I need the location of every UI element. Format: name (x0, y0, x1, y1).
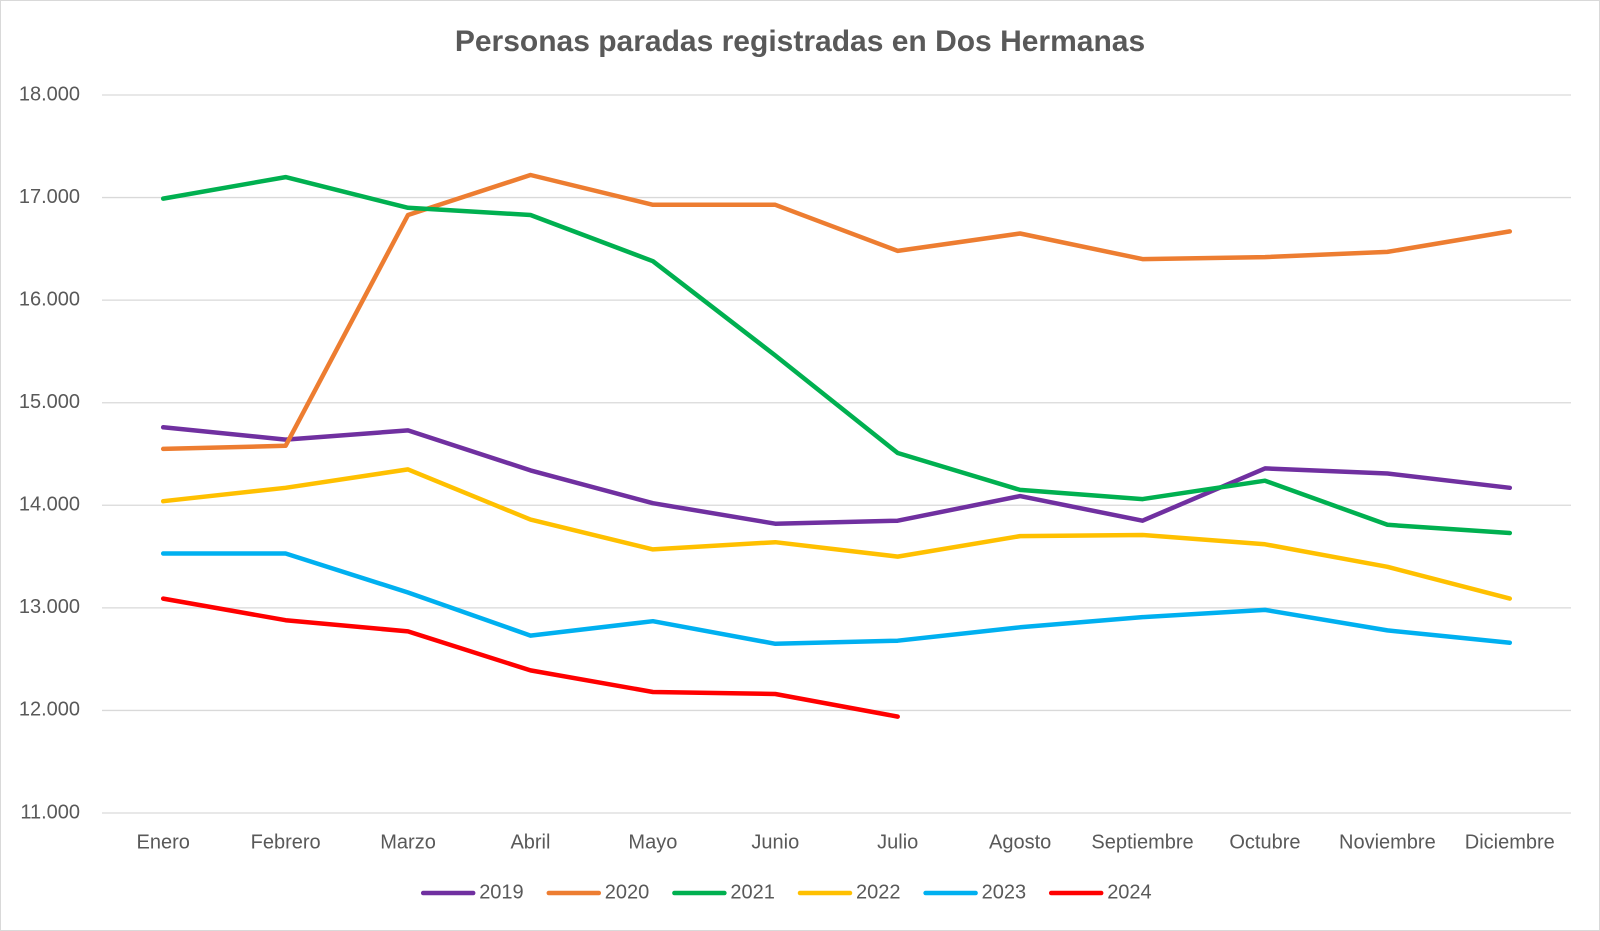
y-tick-label: 12.000 (19, 699, 80, 721)
legend-label: 2024 (1107, 881, 1152, 903)
legend-label: 2022 (856, 881, 901, 903)
x-tick-label: Noviembre (1339, 831, 1436, 853)
legend-label: 2023 (982, 881, 1027, 903)
x-tick-label: Abril (510, 831, 550, 853)
y-tick-label: 15.000 (19, 391, 80, 413)
legend-label: 2020 (605, 881, 650, 903)
y-tick-label: 14.000 (19, 494, 80, 516)
y-tick-label: 18.000 (19, 83, 80, 105)
line-series (160, 596, 900, 719)
line-series (160, 174, 1513, 536)
line-series (160, 425, 1513, 526)
legend-label: 2021 (730, 881, 775, 903)
x-tick-label: Mayo (628, 831, 677, 853)
y-tick-label: 11.000 (20, 801, 80, 823)
chart-title: Personas paradas registradas en Dos Herm… (455, 25, 1145, 58)
legend-label: 2019 (479, 881, 524, 903)
x-tick-label: Marzo (380, 831, 436, 853)
x-tick-label: Julio (877, 831, 918, 853)
y-tick-label: 17.000 (19, 186, 80, 208)
x-tick-label: Junio (751, 831, 799, 853)
x-tick-label: Agosto (989, 831, 1051, 853)
x-tick-label: Diciembre (1465, 831, 1555, 853)
y-tick-label: 13.000 (19, 596, 80, 618)
x-tick-label: Septiembre (1091, 831, 1193, 853)
x-tick-label: Octubre (1229, 831, 1300, 853)
line-series (160, 551, 1513, 647)
line-series (160, 172, 1513, 452)
x-tick-label: Enero (137, 831, 190, 853)
line-series (160, 467, 1513, 601)
x-tick-label: Febrero (251, 831, 321, 853)
y-tick-label: 16.000 (19, 288, 80, 310)
